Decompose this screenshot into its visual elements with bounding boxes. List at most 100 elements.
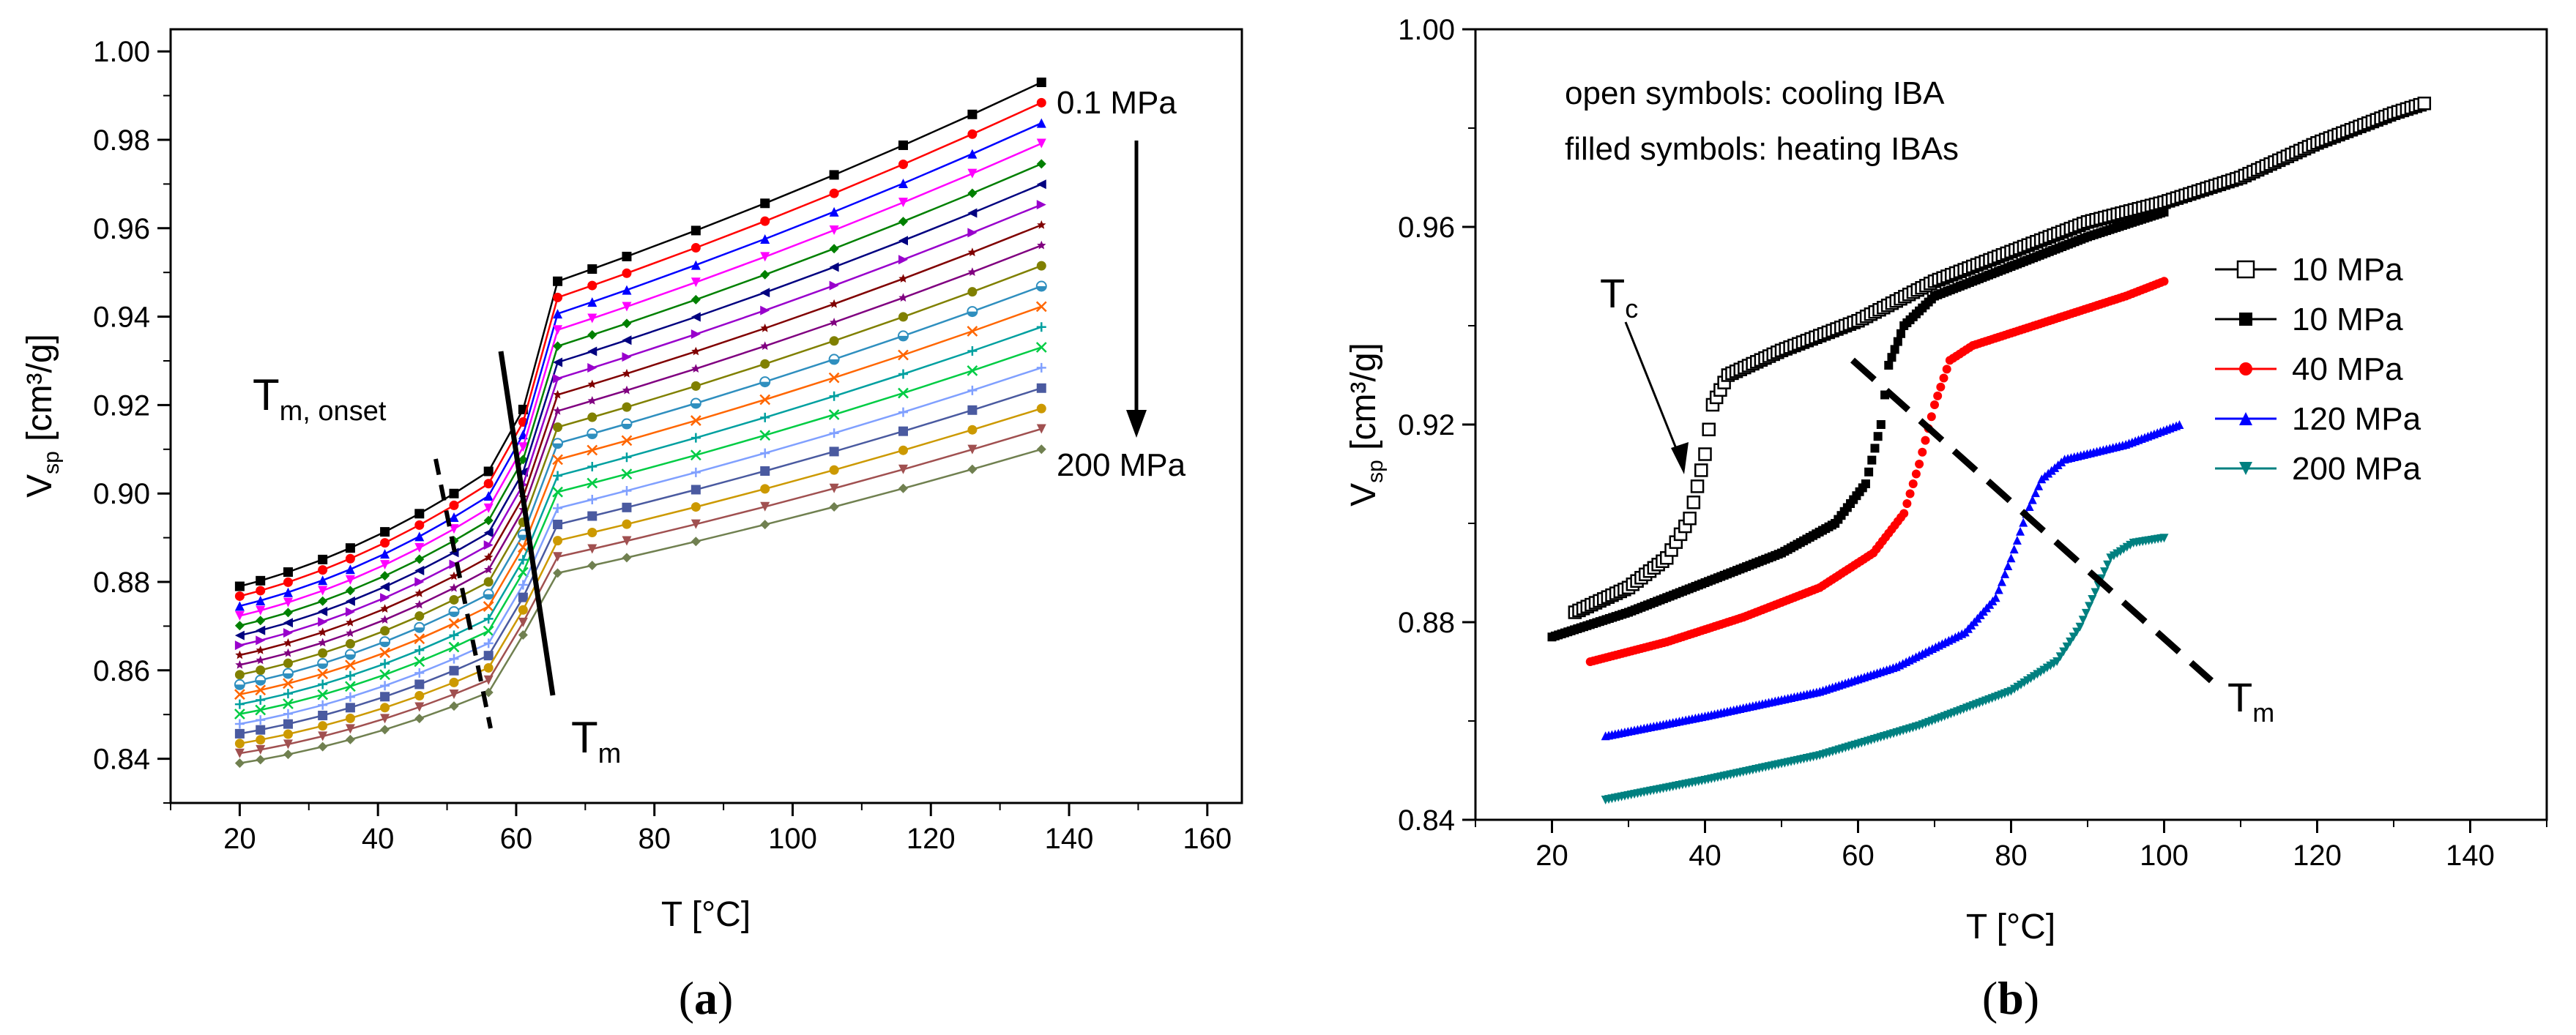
data-point: [587, 363, 598, 373]
data-point: [587, 330, 598, 340]
data-point: [690, 467, 701, 477]
data-point: [318, 606, 328, 616]
data-point: [2009, 545, 2019, 554]
y-label-main-b: V: [1344, 483, 1383, 507]
caption-b-letter: b: [1998, 972, 2024, 1024]
data-point: [967, 208, 978, 218]
data-point: [234, 728, 245, 739]
data-point: [483, 577, 494, 587]
data-point: [760, 412, 770, 422]
legend-marker: [2239, 313, 2252, 326]
data-point: [690, 312, 701, 322]
tm-main-b: T: [2227, 674, 2252, 720]
data-point: [1902, 499, 1912, 508]
data-point: [760, 269, 770, 280]
data-point: [553, 422, 563, 433]
data-point: [449, 689, 459, 699]
data-point: [967, 306, 978, 318]
data-point: [622, 385, 632, 395]
data-point: [380, 714, 390, 724]
data-point: [318, 596, 328, 606]
data-point: [1997, 577, 2006, 586]
b-x-tick-label: 20: [1535, 840, 1568, 872]
data-point: [345, 564, 355, 575]
data-point: [449, 524, 459, 534]
data-point: [2085, 602, 2094, 611]
data-point: [553, 536, 563, 546]
data-point: [587, 528, 598, 538]
caption-b: (b): [1982, 972, 2039, 1024]
data-point: [2417, 97, 2432, 111]
data-point: [1683, 512, 1697, 526]
data-point: [380, 604, 390, 613]
data-point: [1873, 432, 1883, 441]
data-point: [622, 302, 632, 312]
data-point: [414, 531, 425, 542]
data-point: [483, 528, 494, 538]
data-point: [760, 341, 770, 351]
caption-b-close: ): [2024, 972, 2039, 1024]
plot-frame-a: [169, 28, 1243, 804]
data-point: [283, 628, 293, 638]
pressure-low-label: 0.1 MPa: [1057, 85, 1177, 121]
data-point: [449, 677, 459, 687]
data-point: [517, 567, 529, 578]
data-point: [318, 721, 328, 731]
data-point: [1036, 383, 1046, 393]
data-point: [898, 407, 908, 417]
data-point: [2052, 657, 2062, 666]
series-a-18: [234, 424, 1046, 758]
a-x-tick-label: 60: [500, 823, 533, 855]
data-point: [1036, 138, 1046, 149]
data-point: [1887, 353, 1896, 362]
data-point: [760, 359, 770, 369]
data-point: [898, 236, 909, 246]
data-point: [2000, 569, 2010, 578]
data-point: [380, 615, 390, 624]
data-point: [344, 649, 356, 660]
data-point: [967, 129, 978, 139]
data-point: [283, 719, 293, 729]
data-point: [622, 402, 632, 412]
series-a-15: [234, 362, 1046, 729]
series-line: [239, 285, 1042, 686]
data-point: [967, 267, 978, 276]
legend: 10 MPa 10 MPa 40 MPa 120 MPa 200 MPa: [2215, 252, 2421, 487]
data-point: [518, 580, 528, 590]
legend-marker: [2236, 260, 2255, 279]
data-point: [967, 425, 978, 435]
tm-sub-b: m: [2252, 698, 2274, 728]
data-point: [256, 725, 266, 735]
tc-label: Tc: [1600, 270, 1638, 324]
data-point: [283, 689, 293, 699]
data-point: [414, 668, 425, 678]
data-point: [2012, 535, 2022, 545]
data-point: [345, 543, 355, 553]
series-a-19: [234, 444, 1046, 769]
series-a-14: [234, 342, 1047, 720]
data-point: [234, 748, 245, 758]
data-point: [414, 589, 424, 597]
data-point: [587, 462, 598, 472]
y-axis-label-b: Vsp [cm³/g]: [1344, 343, 1388, 507]
data-point: [345, 670, 355, 681]
y-label-unit-a: [cm³/g]: [21, 334, 59, 451]
data-point: [483, 675, 494, 685]
data-point: [483, 613, 494, 624]
series-line: [239, 387, 1042, 735]
series-group-b: [1547, 97, 2432, 804]
data-point: [518, 629, 528, 640]
series-line: [239, 305, 1042, 695]
data-point: [484, 564, 494, 574]
data-point: [414, 520, 425, 530]
data-point: [318, 617, 328, 627]
data-point: [483, 503, 494, 513]
series-a-9: [235, 240, 1046, 669]
y-label-sub-a: sp: [40, 451, 64, 474]
data-point: [587, 428, 598, 440]
data-point: [379, 669, 390, 681]
data-point: [1896, 329, 1906, 338]
data-point: [234, 758, 245, 769]
data-point: [318, 700, 328, 710]
data-point: [256, 625, 266, 635]
